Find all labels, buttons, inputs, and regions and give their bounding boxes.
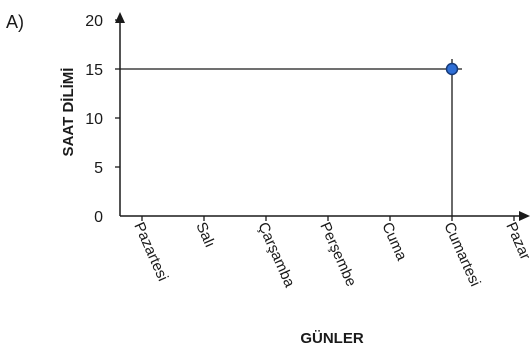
x-ticks: Pazartesi Salı Çarşamba Perşembe Cuma Cumarte… — [130, 216, 532, 290]
data-point — [445, 62, 459, 76]
y-tick-label: 15 — [85, 62, 103, 79]
data-points — [445, 62, 459, 76]
y-tick-label: 10 — [85, 111, 103, 128]
y-tick-label: 5 — [94, 160, 103, 177]
x-tick-label: Çarşamba — [254, 220, 298, 291]
y-axis-arrow-icon — [115, 12, 125, 23]
x-tick-label: Cuma — [378, 220, 410, 264]
x-axis-arrow-icon — [519, 211, 530, 221]
y-tick-label: 0 — [94, 209, 103, 226]
guide-lines — [120, 59, 462, 216]
y-ticks: 0 5 10 15 20 — [85, 13, 120, 226]
x-tick-label: Perşembe — [316, 220, 359, 289]
y-tick-label: 20 — [85, 13, 103, 30]
x-tick-label: Salı — [192, 220, 218, 251]
y-axis-title: SAAT DİLİMİ — [60, 68, 77, 157]
x-tick-label: Pazartesi — [130, 220, 171, 284]
x-tick-label: Cumartesi — [440, 220, 483, 289]
x-tick-label: Pazar — [502, 220, 532, 263]
x-axis-title: GÜNLER — [300, 330, 364, 347]
panel-label: A) — [6, 12, 24, 32]
